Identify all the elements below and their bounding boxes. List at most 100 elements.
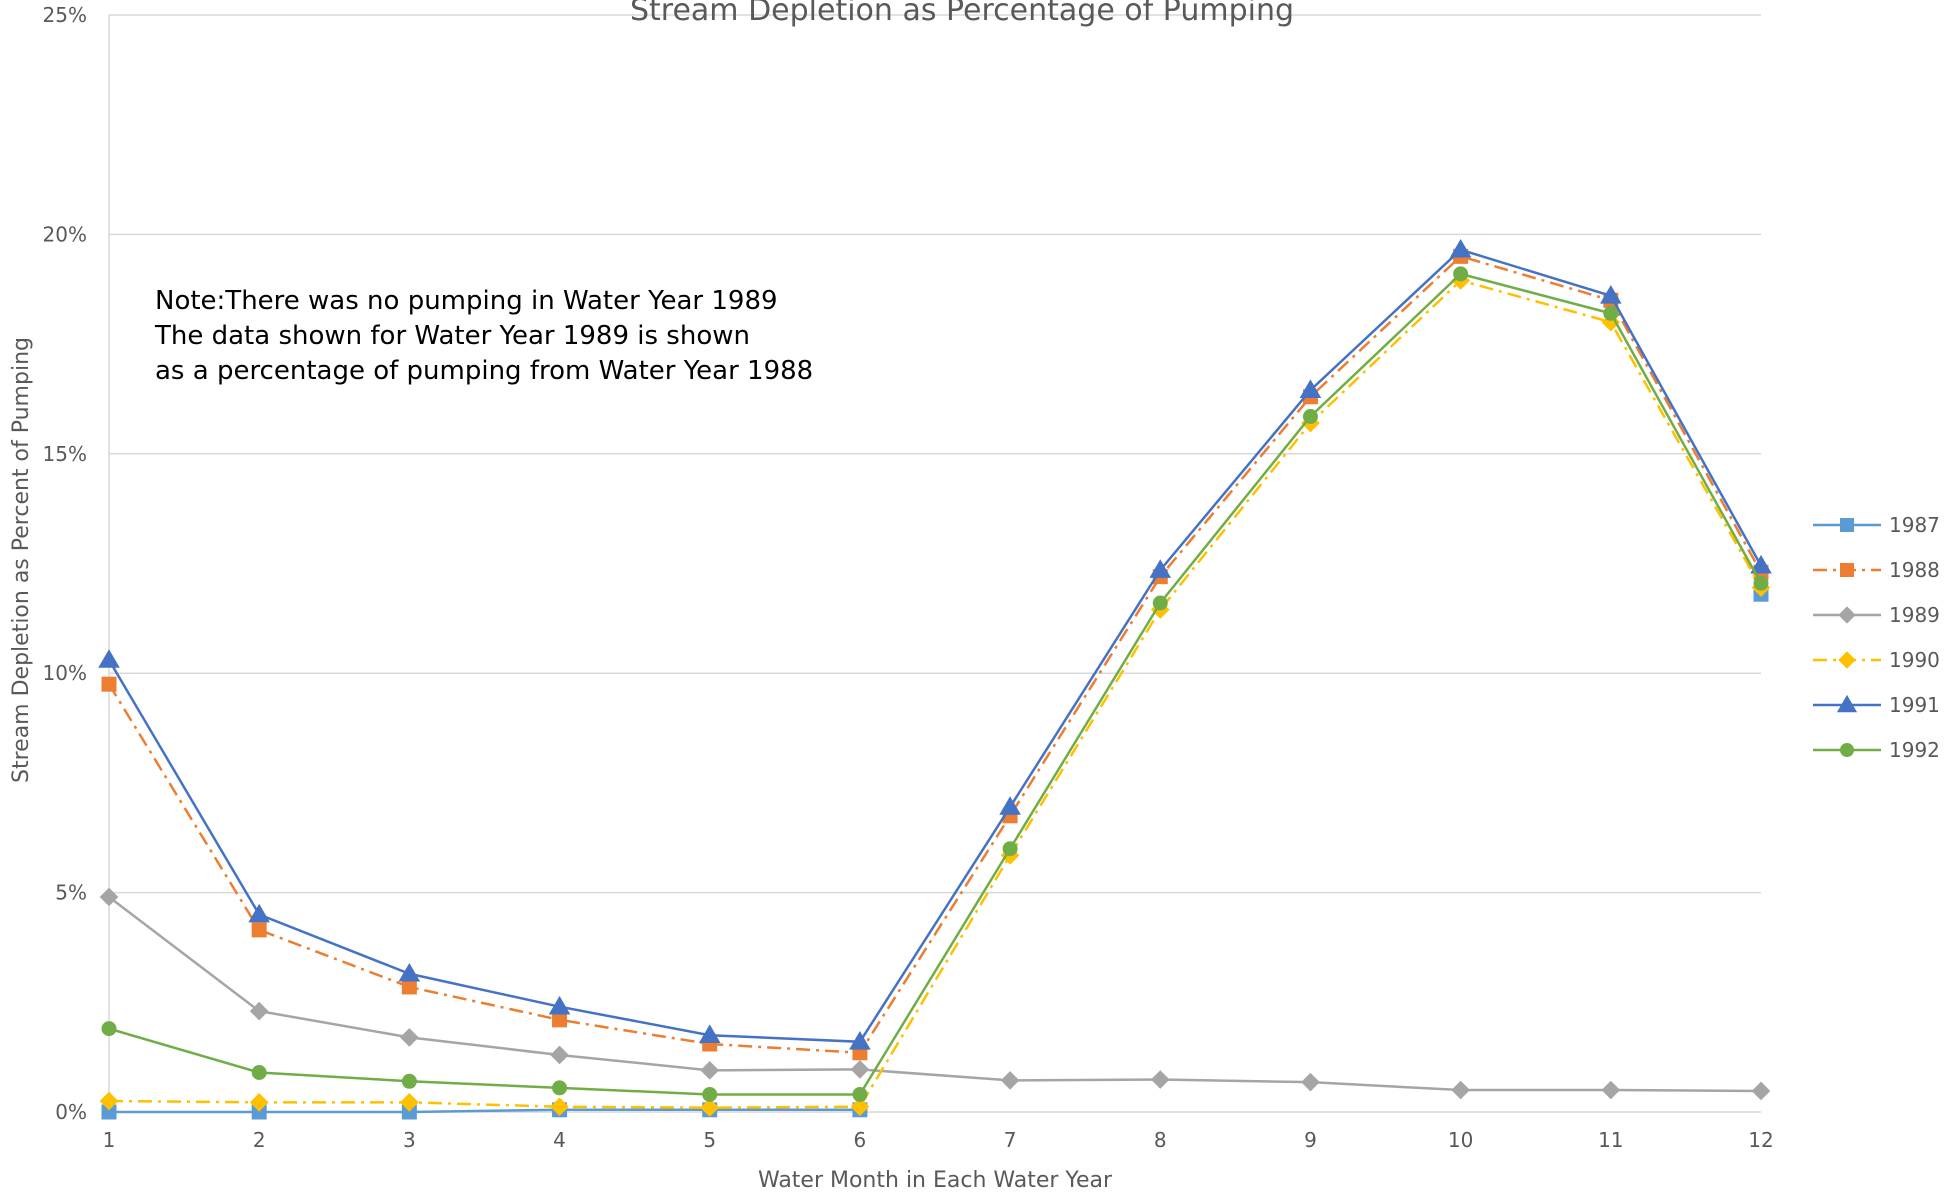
legend-item-1991: 1991 — [1813, 693, 1940, 717]
series-line-1988 — [107, 254, 1763, 1055]
data-point-1992 — [702, 1086, 718, 1102]
note-line-1: Note:There was no pumping in Water Year … — [155, 286, 778, 316]
data-point-1992 — [1603, 305, 1619, 321]
data-point-1990 — [850, 1097, 870, 1117]
legend-label: 1988 — [1889, 558, 1940, 582]
axes: 0%5%10%15%20%25%1 2 3 4 5 6 7 8 9 10 11 12 — [43, 3, 1774, 1152]
legend-label: 1989 — [1889, 603, 1940, 627]
x-tick-label: 2 — [253, 1128, 266, 1152]
series-1991 — [98, 238, 1772, 1050]
legend-marker — [1840, 518, 1854, 532]
data-point-1989 — [249, 1001, 269, 1021]
legend-item-1989: 1989 — [1813, 603, 1940, 627]
data-point-1992 — [1302, 409, 1318, 425]
x-tick-label: 3 — [403, 1128, 416, 1152]
legend-label: 1992 — [1889, 738, 1940, 762]
y-tick-label: 15% — [43, 442, 87, 466]
legend-marker — [1840, 743, 1854, 757]
series-1989 — [99, 887, 1771, 1101]
series-1987 — [101, 586, 1769, 1120]
data-point-1991 — [98, 649, 120, 668]
data-point-1992 — [1453, 266, 1469, 282]
y-tick-label: 25% — [43, 3, 87, 27]
series-line-1987 — [109, 1108, 860, 1114]
series-line-1992 — [108, 272, 1763, 1096]
note-line-3: as a percentage of pumping from Water Ye… — [155, 356, 813, 386]
data-point-1991 — [1750, 554, 1772, 574]
y-tick-label: 5% — [55, 881, 87, 905]
x-tick-label: 11 — [1598, 1128, 1623, 1152]
legend-marker — [1838, 651, 1856, 669]
data-point-1992 — [1152, 595, 1168, 611]
data-point-1987 — [401, 1104, 417, 1120]
data-point-1991 — [999, 796, 1021, 815]
y-tick-label: 10% — [43, 661, 87, 685]
data-point-1992 — [1753, 575, 1769, 591]
data-point-1989 — [400, 1028, 419, 1047]
x-tick-label: 1 — [103, 1128, 116, 1152]
legend-marker — [1840, 563, 1854, 577]
data-point-1991 — [248, 903, 270, 923]
data-point-1991 — [548, 995, 571, 1015]
data-point-1989 — [550, 1045, 569, 1065]
legend-item-1992: 1992 — [1813, 738, 1940, 762]
legend-item-1987: 1987 — [1813, 513, 1940, 537]
legend: 1987 1988 1989 1990 1991 1992 — [1813, 513, 1940, 762]
data-point-1991 — [698, 1024, 721, 1043]
data-point-1990 — [400, 1093, 419, 1112]
data-point-1990 — [550, 1097, 569, 1117]
legend-label: 1987 — [1889, 513, 1940, 537]
x-tick-label: 5 — [703, 1128, 716, 1152]
data-point-1990 — [99, 1091, 119, 1111]
legend-marker — [1836, 694, 1858, 713]
data-point-1989 — [1301, 1072, 1320, 1092]
data-point-1989 — [850, 1060, 870, 1079]
data-point-1988 — [101, 676, 117, 692]
data-point-1991 — [1149, 559, 1172, 578]
x-tick-label: 6 — [854, 1128, 867, 1152]
data-point-1991 — [1600, 285, 1622, 304]
y-tick-label: 0% — [55, 1100, 87, 1124]
x-tick-label: 10 — [1448, 1128, 1473, 1152]
x-axis-title: Water Month in Each Water Year — [758, 1168, 1113, 1192]
data-point-1989 — [99, 887, 119, 907]
data-point-1992 — [552, 1080, 568, 1096]
chart-title: Stream Depletion as Percentage of Pumpin… — [630, 0, 1294, 28]
data-point-1989 — [1000, 1071, 1020, 1090]
data-point-1989 — [1601, 1080, 1621, 1100]
data-point-1989 — [1150, 1070, 1170, 1089]
x-tick-label: 9 — [1304, 1128, 1317, 1152]
data-point-1987 — [251, 1104, 267, 1120]
data-point-1991 — [398, 962, 421, 982]
y-tick-label: 20% — [43, 222, 87, 246]
series-1992 — [101, 266, 1769, 1102]
data-point-1991 — [849, 1030, 871, 1050]
data-point-1992 — [251, 1065, 267, 1081]
x-tick-label: 7 — [1004, 1128, 1017, 1152]
data-point-1989 — [700, 1061, 720, 1080]
x-tick-label: 8 — [1154, 1128, 1167, 1152]
series-line-1990 — [108, 279, 1763, 1109]
data-point-1990 — [700, 1098, 720, 1117]
data-point-1990 — [249, 1093, 269, 1112]
data-point-1989 — [1751, 1081, 1771, 1101]
gridlines — [109, 14, 1761, 894]
legend-marker — [1838, 606, 1856, 624]
series-line-1989 — [108, 895, 1762, 1093]
legend-label: 1990 — [1889, 648, 1940, 672]
data-point-1988 — [251, 922, 267, 938]
data-point-1992 — [1002, 841, 1018, 857]
legend-item-1988: 1988 — [1813, 558, 1940, 582]
data-point-1992 — [101, 1021, 117, 1037]
y-axis-title: Stream Depletion as Percent of Pumping — [9, 337, 34, 783]
x-tick-label: 12 — [1748, 1128, 1773, 1152]
data-point-1988 — [401, 979, 417, 995]
data-point-1991 — [1299, 379, 1322, 398]
legend-label: 1991 — [1889, 693, 1940, 717]
note-line-2: The data shown for Water Year 1989 is sh… — [154, 321, 750, 351]
legend-item-1990: 1990 — [1813, 648, 1940, 672]
data-point-1992 — [401, 1073, 417, 1089]
x-tick-label: 4 — [553, 1128, 566, 1152]
